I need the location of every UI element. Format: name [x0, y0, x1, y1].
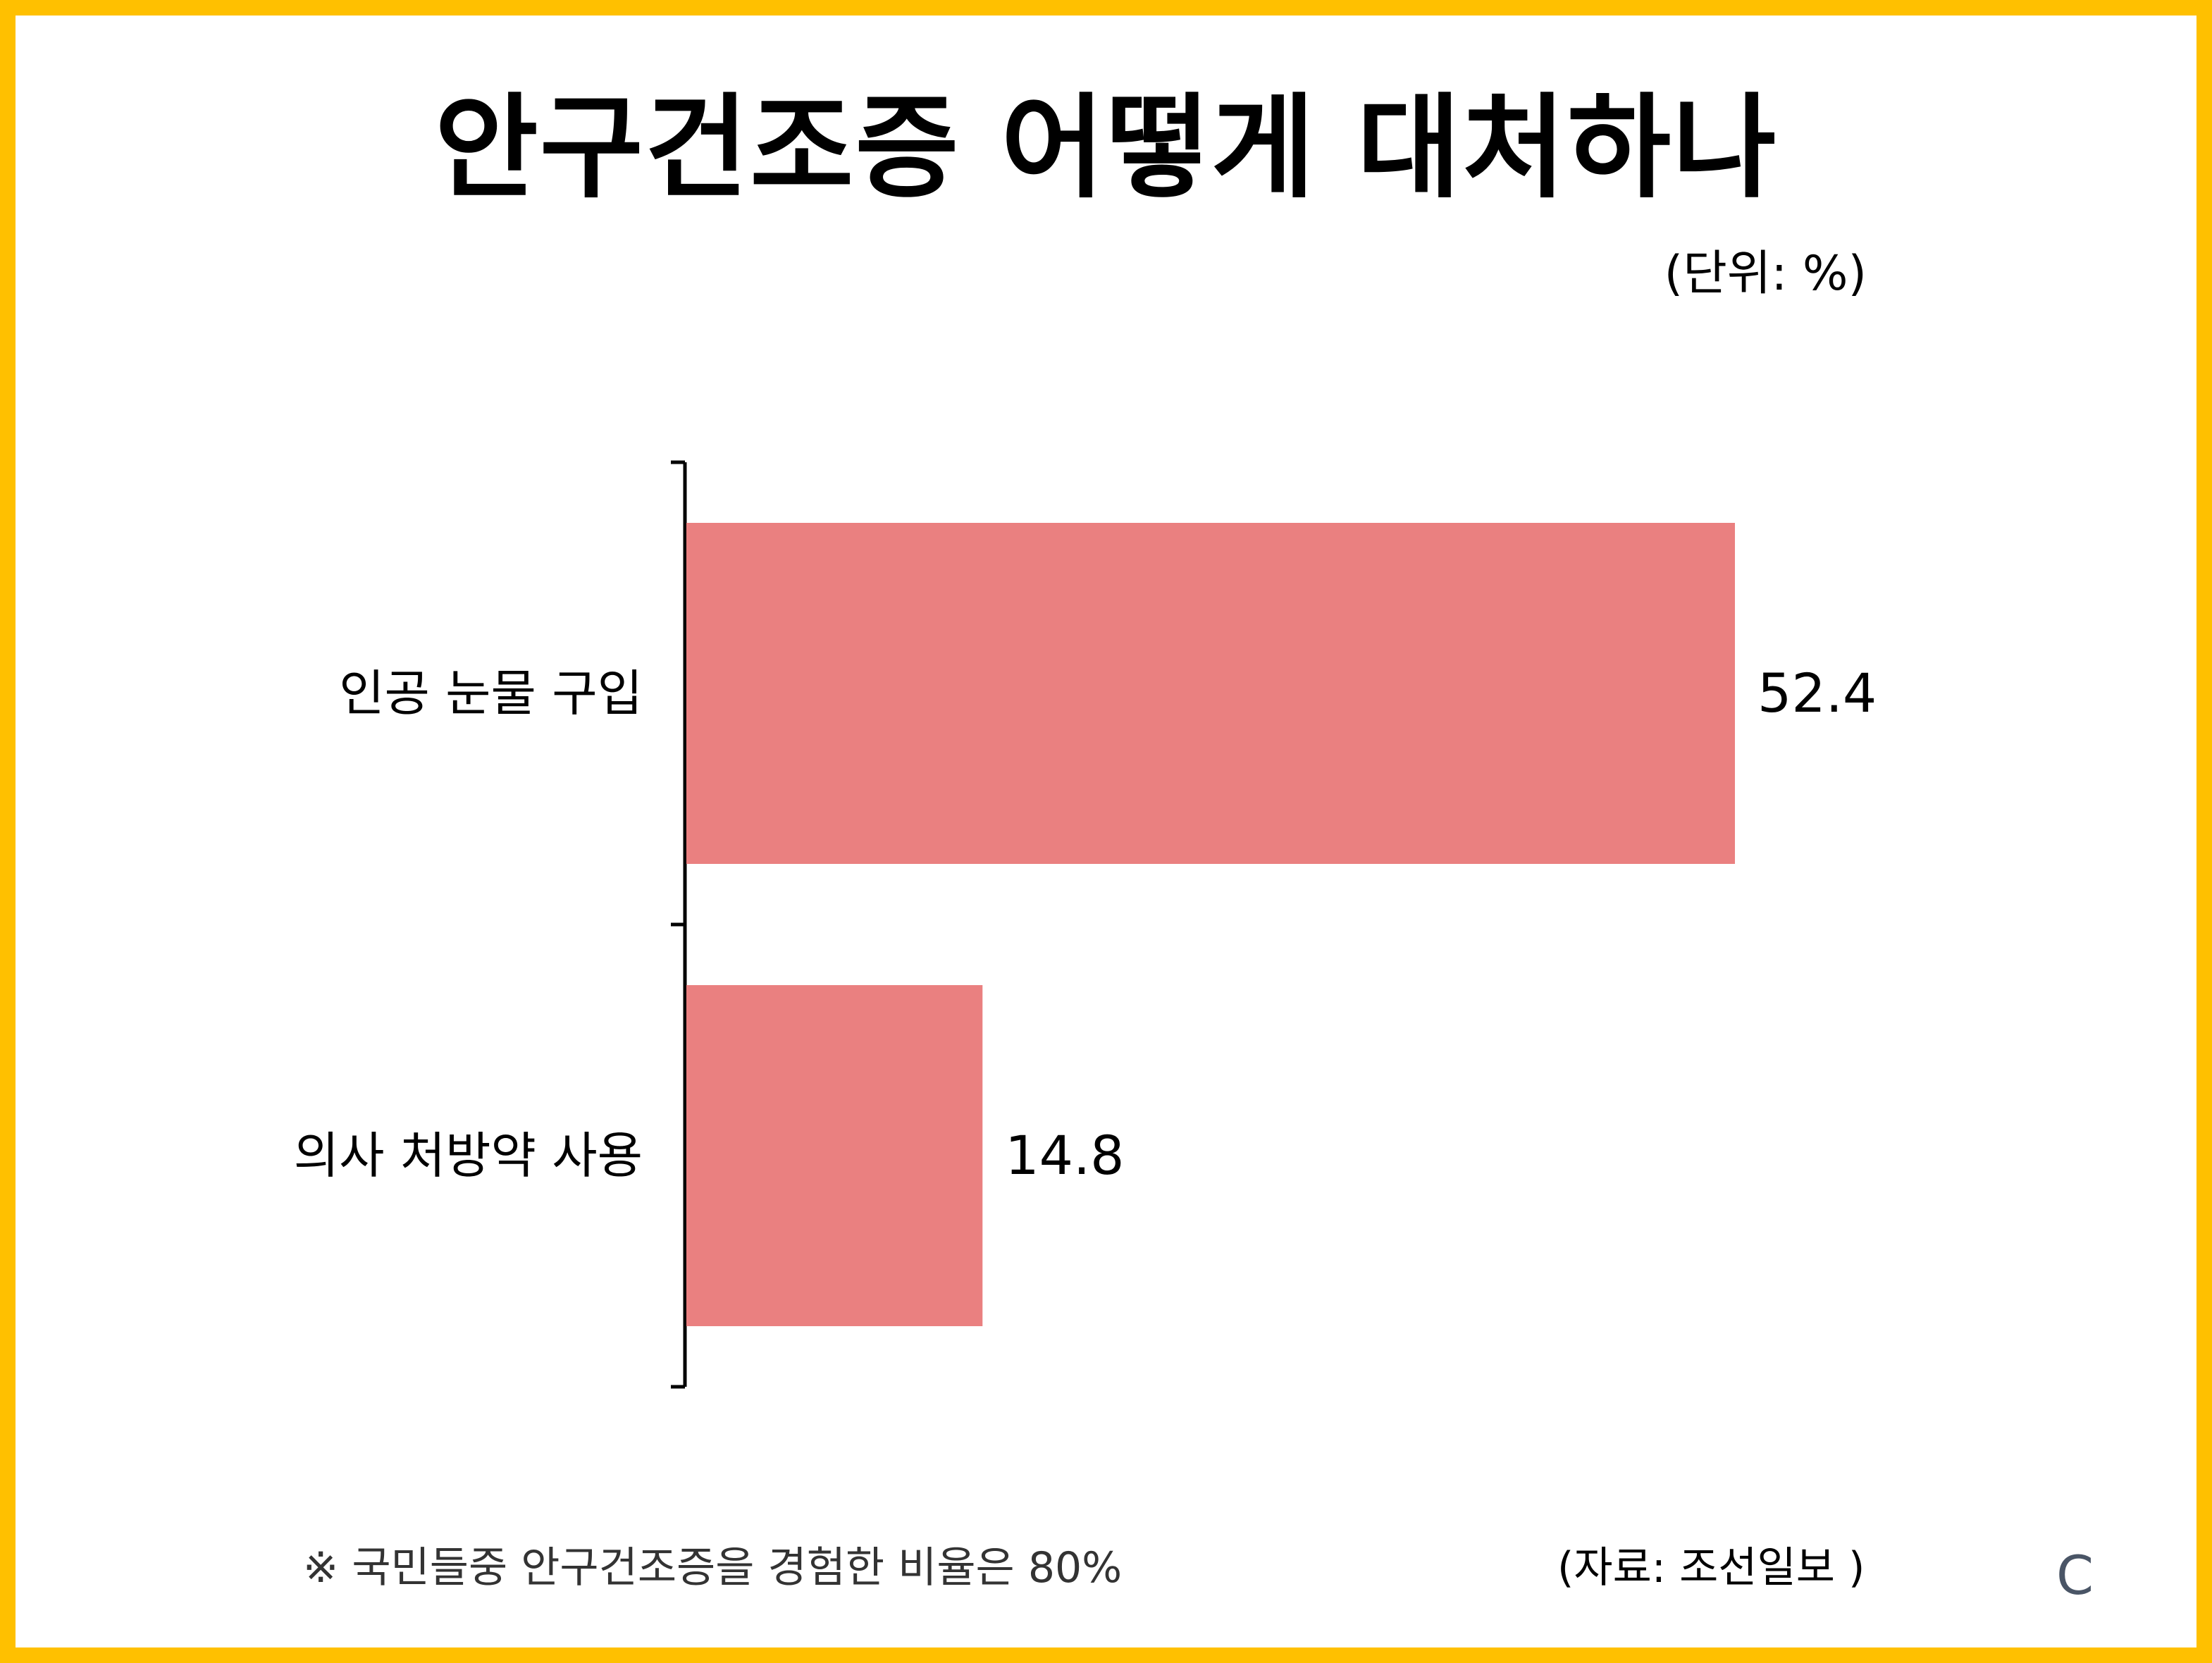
- bar: [686, 523, 1735, 864]
- source-note: (자료: 조선일보 ): [1557, 1543, 1865, 1593]
- corner-mark: C: [2056, 1544, 2094, 1607]
- category-label: 인공 눈물 구입: [339, 664, 643, 722]
- bar: [686, 985, 983, 1326]
- data-label: 14.8: [1005, 1124, 1124, 1187]
- data-label: 52.4: [1757, 662, 1877, 724]
- unit-label: (단위: %): [1664, 246, 1867, 302]
- chart-title: 안구건조증 어떻게 대처하나: [434, 82, 1778, 214]
- category-label: 의사 처방약 사용: [294, 1127, 643, 1185]
- footnote: ※ 국민들중 안구건조증을 경험한 비율은 80%: [303, 1543, 1123, 1593]
